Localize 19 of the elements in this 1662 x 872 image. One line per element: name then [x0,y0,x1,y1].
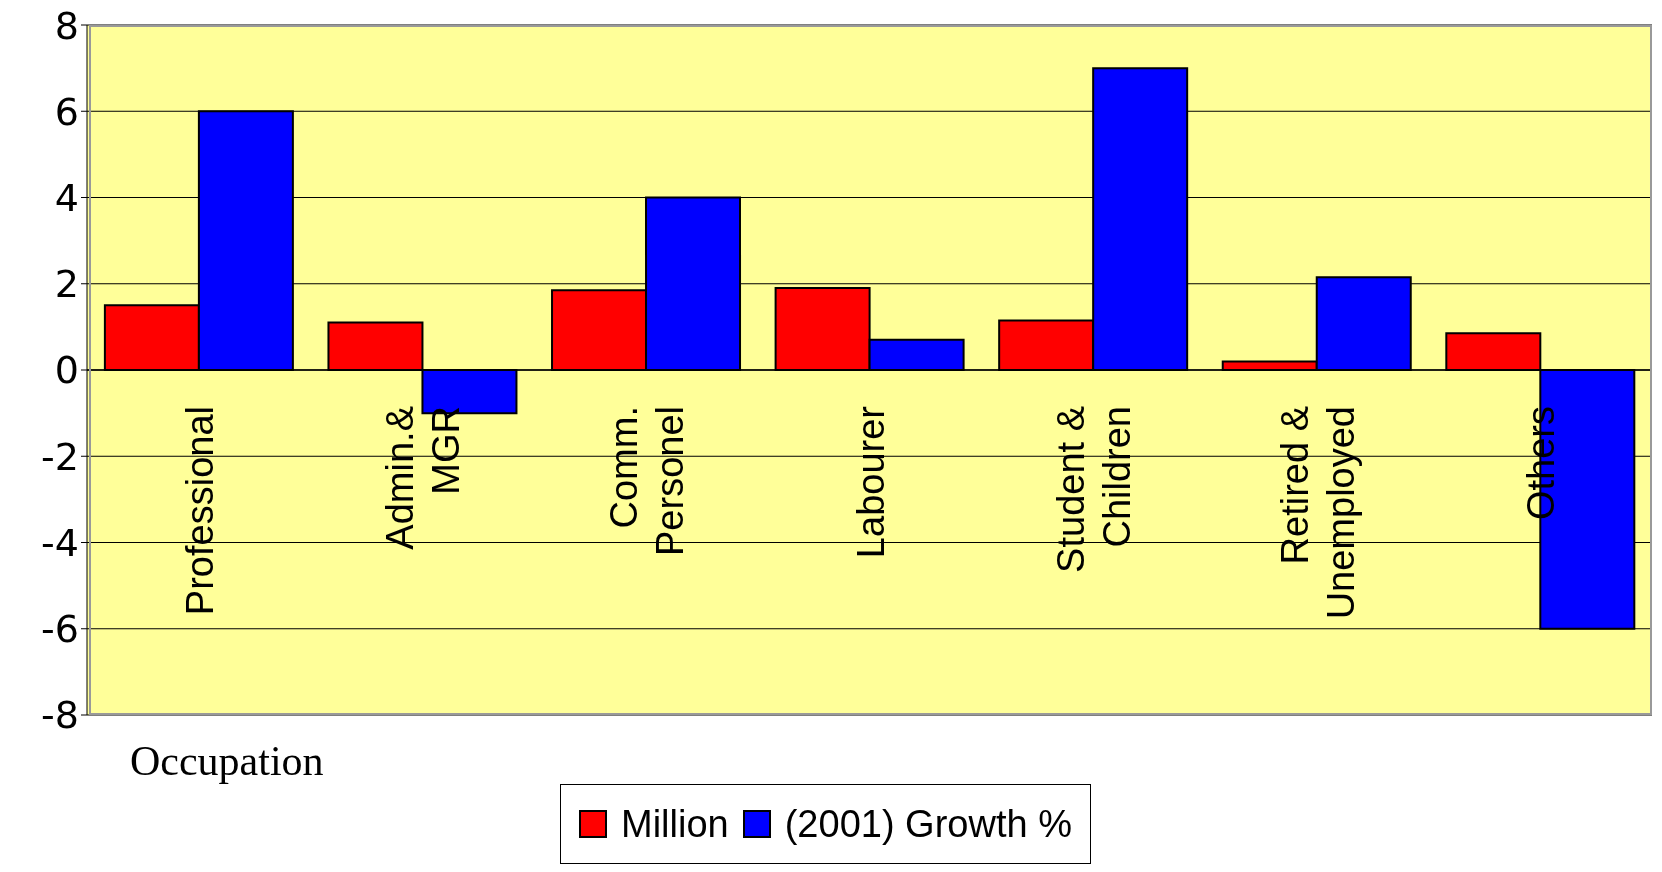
x-tick-label: Labourer [849,405,892,559]
y-tick-label: 4 [54,175,79,220]
legend-label: Million [621,802,729,846]
x-tick-label: Comm. Personel [602,406,691,556]
x-tick-label: Admin.& MGR [379,406,468,550]
y-tick-label: -8 [41,693,79,738]
y-tick-label: -6 [41,607,79,652]
x-tick-label: Others [1520,406,1563,521]
y-tick-label: -2 [41,434,79,479]
x-tick-label: Student & Children [1050,406,1139,573]
y-tick-label: 0 [54,348,79,393]
y-tick-label: 6 [54,89,79,134]
x-axis-title: Occupation [130,737,324,785]
x-tick-label: Professional [178,406,221,616]
legend-label: (2001) Growth % [784,802,1072,846]
y-tick-label: -4 [41,520,79,565]
y-tick-label: 8 [54,3,79,48]
x-tick-label: Retired & Unemployed [1273,406,1362,620]
y-tick-label: 2 [54,262,79,307]
